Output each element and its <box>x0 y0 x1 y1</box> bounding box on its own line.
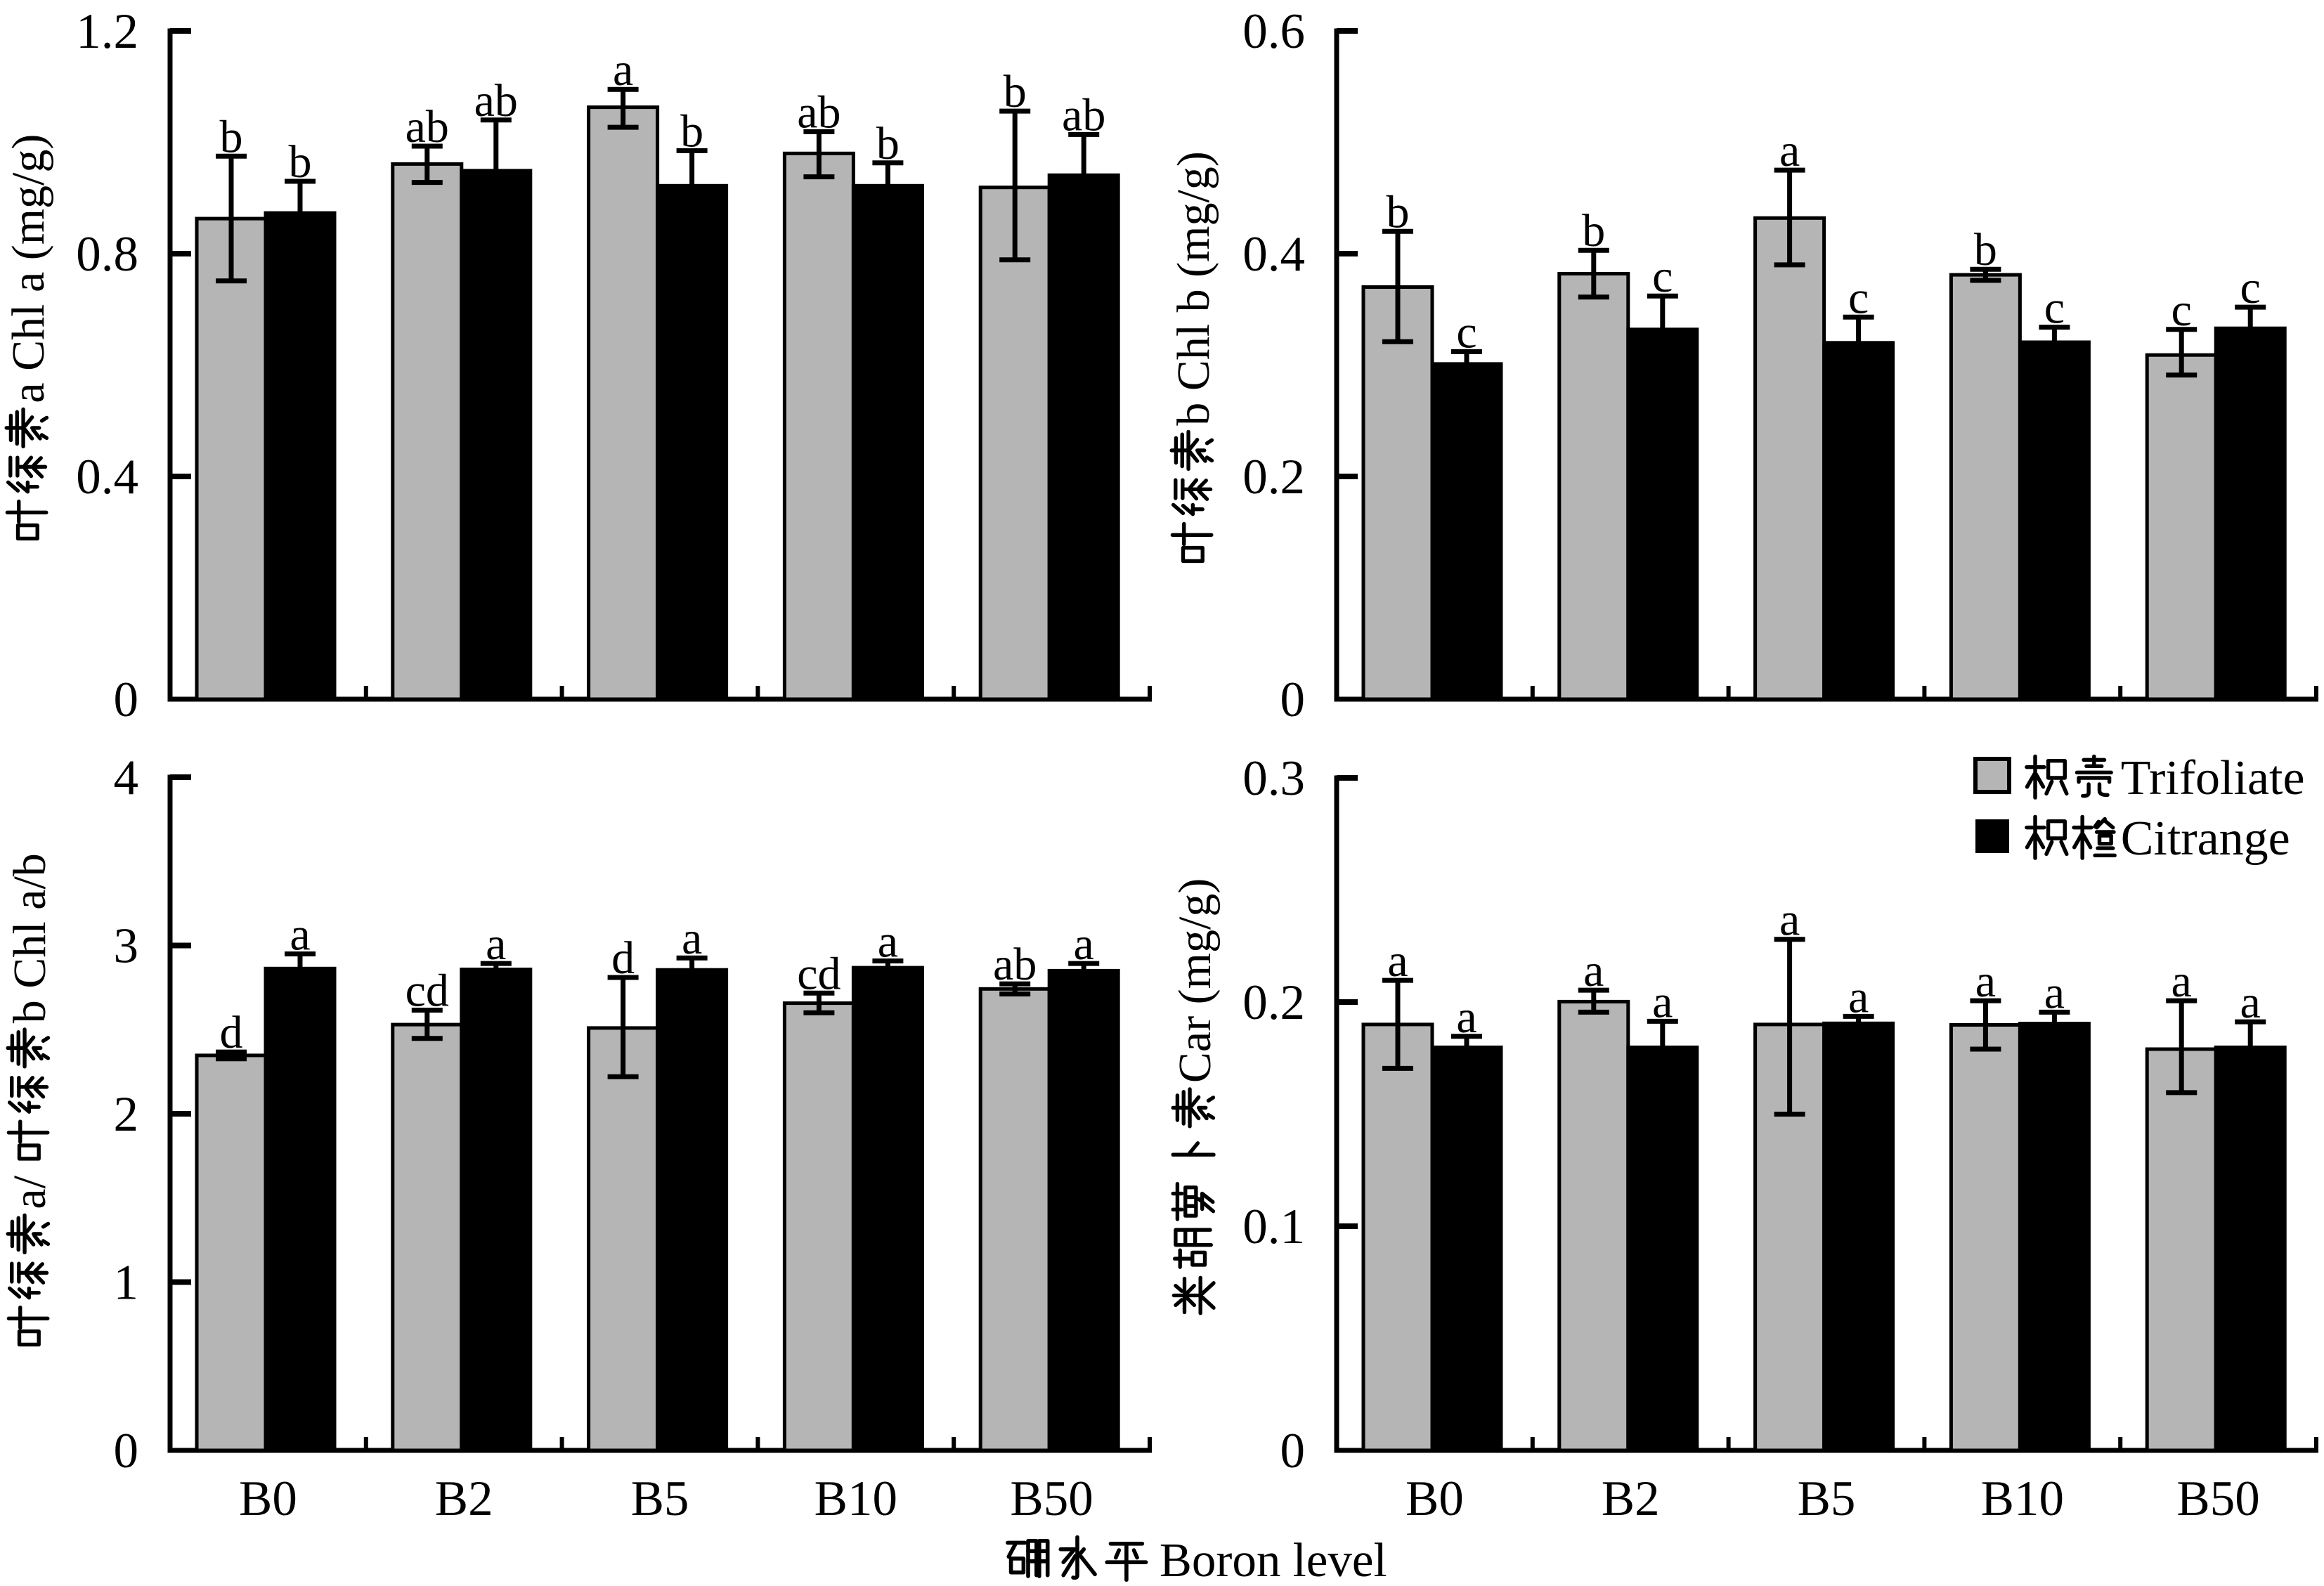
svg-text:b: b <box>1582 205 1605 256</box>
svg-text:0: 0 <box>1280 1424 1306 1478</box>
svg-text:ab: ab <box>797 86 840 138</box>
svg-text:0.4: 0.4 <box>76 450 138 505</box>
svg-text:a: a <box>486 918 506 970</box>
svg-text:ab: ab <box>405 101 449 152</box>
svg-text:b: b <box>1004 66 1027 117</box>
svg-text:Trifoliate: Trifoliate <box>2121 751 2305 805</box>
svg-text:b: b <box>680 105 703 157</box>
svg-text:a: a <box>1583 945 1604 996</box>
svg-text:0.4: 0.4 <box>1242 227 1305 282</box>
svg-text:1.2: 1.2 <box>76 4 138 59</box>
svg-text:B0: B0 <box>239 1471 297 1526</box>
svg-text:c: c <box>2044 282 2065 334</box>
svg-text:c: c <box>2172 285 2192 336</box>
svg-text:d: d <box>220 1007 243 1058</box>
svg-text:c: c <box>1456 307 1476 358</box>
svg-text:4: 4 <box>114 750 139 805</box>
svg-text:1: 1 <box>114 1256 139 1311</box>
svg-text:a: a <box>1779 895 1800 946</box>
svg-text:c: c <box>1848 272 1869 323</box>
svg-text:b Chl b (mg/g): b Chl b (mg/g) <box>1168 151 1219 426</box>
svg-text:a: a <box>1652 976 1673 1027</box>
svg-text:cd: cd <box>797 948 840 999</box>
svg-text:a/: a/ <box>4 1175 56 1209</box>
svg-text:b: b <box>289 136 312 188</box>
svg-text:0.3: 0.3 <box>1242 751 1305 806</box>
svg-text:3: 3 <box>114 919 139 974</box>
svg-text:a: a <box>2240 977 2261 1028</box>
svg-text:d: d <box>611 932 635 984</box>
svg-text:0.6: 0.6 <box>1242 4 1305 59</box>
svg-text:0.8: 0.8 <box>76 227 138 282</box>
svg-text:c: c <box>2240 262 2261 313</box>
svg-text:a: a <box>1975 956 1996 1007</box>
svg-text:c: c <box>1652 251 1673 302</box>
svg-text:a: a <box>1848 971 1869 1022</box>
svg-text:Boron level: Boron level <box>1160 1533 1387 1586</box>
svg-text:B2: B2 <box>435 1471 493 1526</box>
svg-text:0.2: 0.2 <box>1242 450 1305 505</box>
svg-text:a Chl a (mg/g): a Chl a (mg/g) <box>3 134 54 403</box>
svg-text:b Chl a/b: b Chl a/b <box>4 853 56 1023</box>
svg-text:b: b <box>876 118 900 169</box>
svg-text:0: 0 <box>1280 672 1306 727</box>
svg-text:Citrange: Citrange <box>2121 812 2290 866</box>
svg-text:B5: B5 <box>1798 1471 1856 1526</box>
svg-text:0: 0 <box>114 1424 139 1478</box>
svg-text:ab: ab <box>1062 89 1105 141</box>
svg-text:B50: B50 <box>2176 1471 2259 1526</box>
svg-text:a: a <box>682 913 702 964</box>
svg-text:0: 0 <box>114 672 139 727</box>
svg-text:a: a <box>2044 967 2065 1018</box>
svg-text:a: a <box>1074 918 1094 970</box>
svg-text:a: a <box>1387 935 1408 987</box>
svg-text:b: b <box>220 111 243 162</box>
svg-text:0.2: 0.2 <box>1242 975 1305 1030</box>
svg-text:a: a <box>2172 956 2192 1007</box>
svg-text:B10: B10 <box>1981 1471 2064 1526</box>
svg-text:a: a <box>1779 125 1800 176</box>
svg-text:b: b <box>1974 224 1997 275</box>
svg-text:2: 2 <box>114 1087 139 1142</box>
svg-text:ab: ab <box>474 75 518 126</box>
svg-text:B50: B50 <box>1010 1471 1093 1526</box>
svg-text:B5: B5 <box>631 1471 689 1526</box>
svg-text:0.1: 0.1 <box>1242 1200 1305 1254</box>
svg-text:a: a <box>1456 992 1476 1043</box>
svg-text:b: b <box>1387 186 1410 238</box>
svg-text:a: a <box>613 44 633 96</box>
svg-text:a: a <box>878 916 898 968</box>
svg-text:B10: B10 <box>814 1471 897 1526</box>
svg-text:cd: cd <box>405 966 449 1017</box>
svg-text:a: a <box>290 909 310 961</box>
svg-text:B2: B2 <box>1602 1471 1660 1526</box>
svg-text:Car (mg/g): Car (mg/g) <box>1169 878 1221 1083</box>
svg-text:ab: ab <box>993 939 1037 990</box>
svg-text:B0: B0 <box>1406 1471 1464 1526</box>
